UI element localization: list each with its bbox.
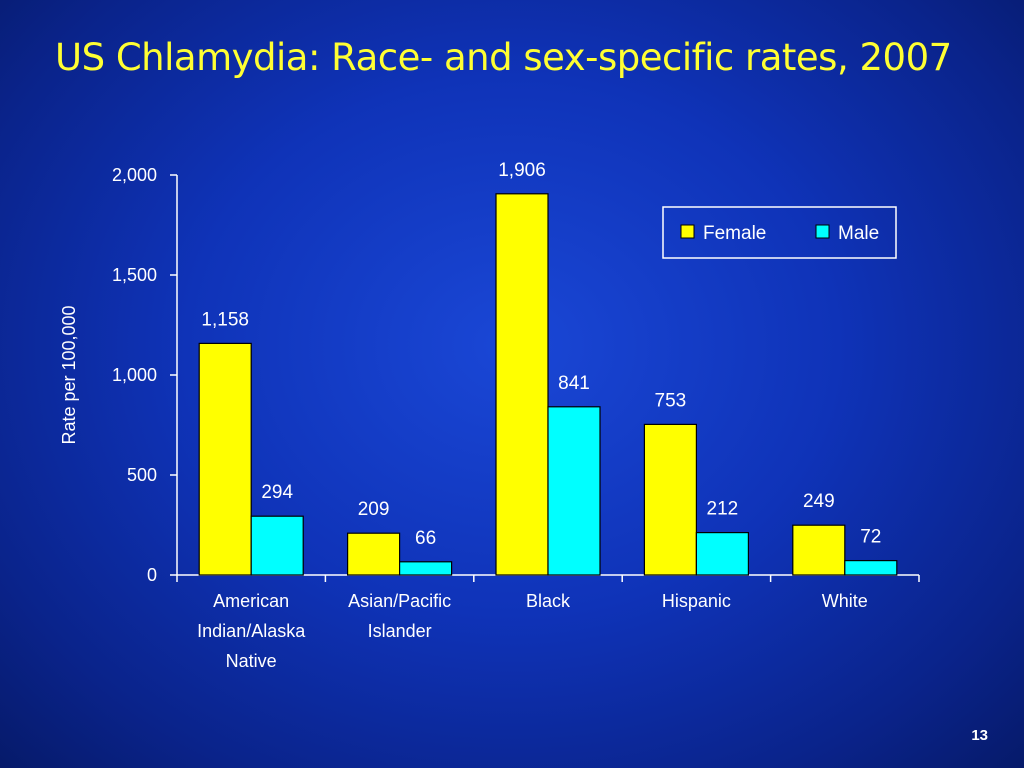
value-label-female: 249 [803,491,835,512]
bar-female [495,193,549,576]
value-label-male: 212 [707,499,739,520]
x-category-label: White [822,591,868,611]
slide-title: US Chlamydia: Race- and sex-specific rat… [55,36,952,79]
value-label-female: 753 [655,390,687,411]
bar-female [792,524,846,576]
x-category-label: American [213,591,289,611]
value-label-male: 72 [860,527,881,548]
x-category-label: Islander [368,621,432,641]
bar-male [547,406,601,576]
bar-male [695,531,750,576]
page-number: 13 [971,727,988,744]
bar-female [198,342,252,576]
y-tick-label: 500 [127,465,157,485]
value-label-male: 841 [558,373,590,394]
bar-male [844,559,898,576]
x-category-label: Indian/Alaska [197,621,306,641]
x-category-label: Asian/Pacific [348,591,451,611]
y-axis-title: Rate per 100,000 [59,305,79,444]
legend-swatch-female [680,224,695,239]
value-label-male: 66 [415,528,436,549]
y-tick-label: 1,500 [112,265,157,285]
legend-swatch-male [815,224,830,239]
bar-female [347,532,401,576]
bar-male [250,515,304,576]
x-category-label: Black [526,591,571,611]
x-category-label: Hispanic [662,591,731,611]
value-label-male: 294 [261,482,293,503]
value-label-female: 1,158 [201,309,249,330]
value-label-female: 1,906 [498,160,546,181]
y-tick-label: 1,000 [112,365,157,385]
y-tick-label: 0 [147,565,157,585]
bar-female [643,423,698,576]
legend-label-female: Female [703,223,766,244]
value-label-female: 209 [358,499,390,520]
x-category-label: Native [226,651,277,671]
bar-male [399,561,453,576]
y-tick-label: 2,000 [112,165,157,185]
legend-label-male: Male [838,223,879,244]
legend-box [662,206,897,259]
